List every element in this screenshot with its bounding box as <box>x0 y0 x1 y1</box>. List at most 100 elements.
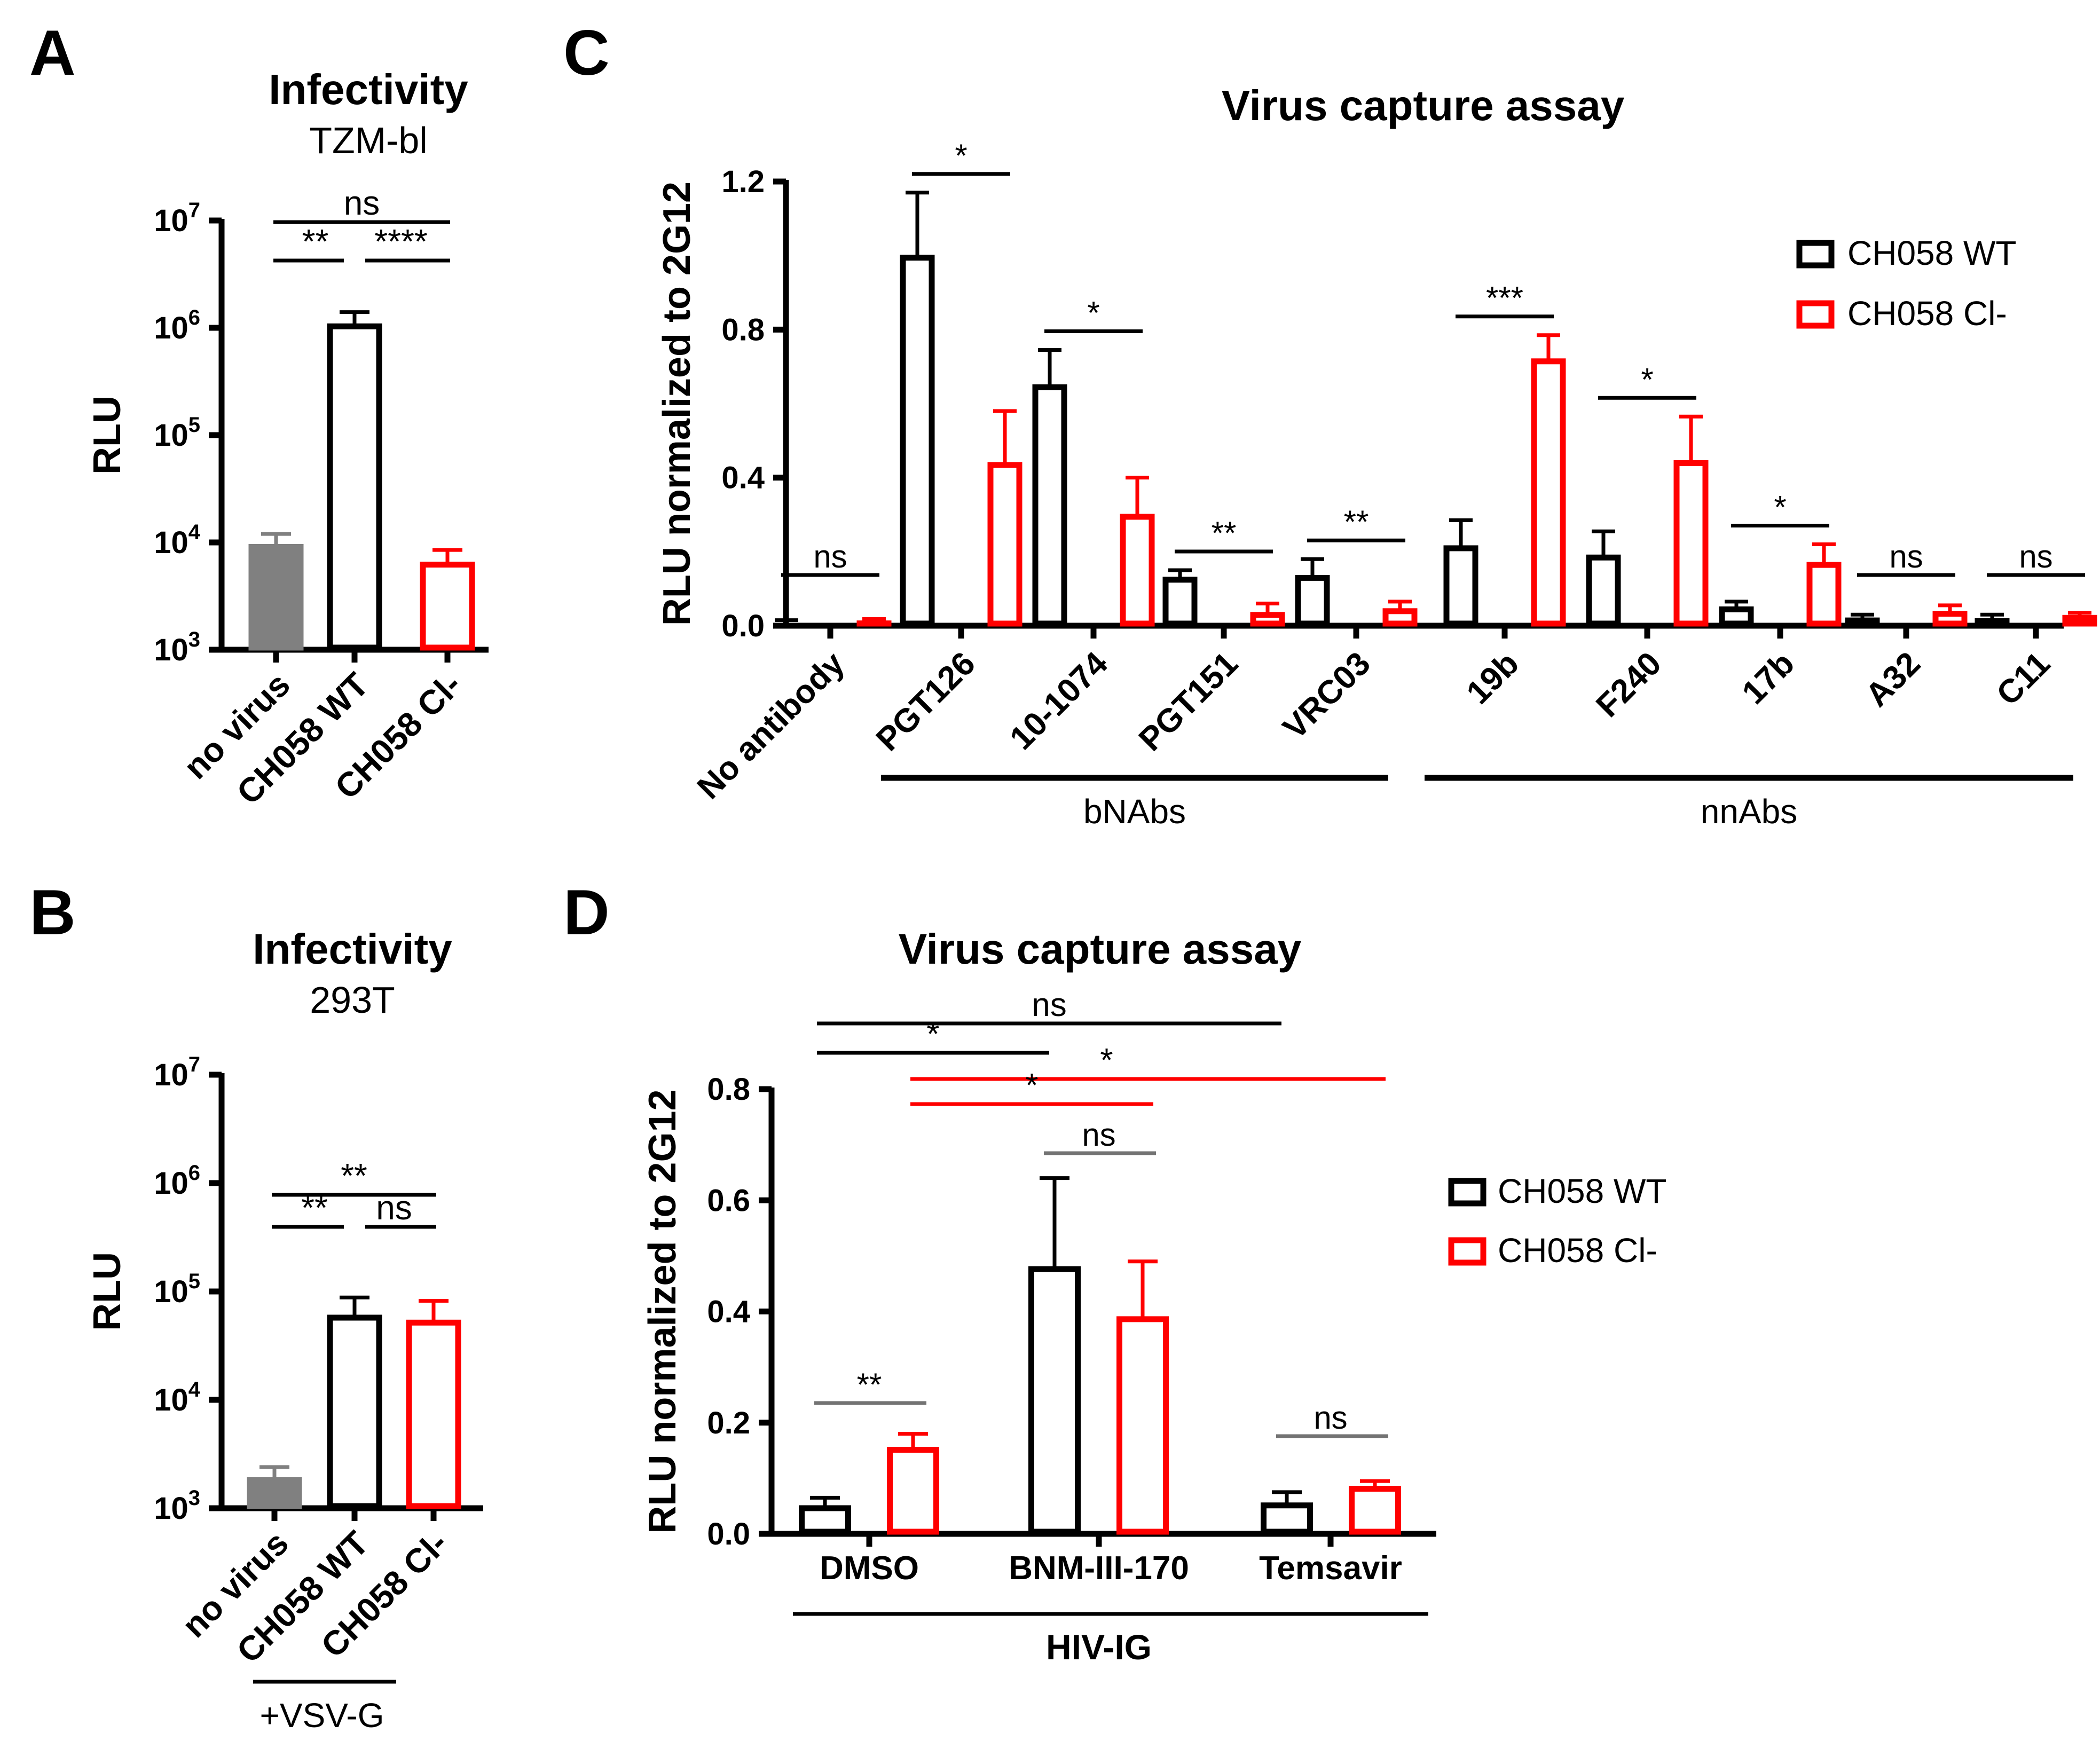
bar-wt-vrc03 <box>1295 574 1330 627</box>
y-tick-label: 0.0 <box>721 609 765 643</box>
group-label: +VSV-G <box>260 1696 384 1735</box>
bar-wt-c11 <box>1975 618 2010 627</box>
y-tick-label: 107 <box>154 199 200 238</box>
significance-label: ns <box>376 1188 412 1227</box>
bar-wt-17b <box>1719 606 1754 627</box>
significance-label: * <box>1025 1067 1038 1104</box>
bar-wt-19b <box>1443 545 1478 627</box>
bar-cl-19b <box>1531 358 1566 627</box>
significance-label: ns <box>1889 539 1923 574</box>
bar-cl-temsavir <box>1349 1485 1401 1535</box>
x-tick-label: C11 <box>1989 645 2057 713</box>
panel-title: Infectivity <box>253 925 452 973</box>
bar-wt-pgt126 <box>900 255 935 627</box>
x-tick-label: 19b <box>1460 645 1526 711</box>
y-tick-label: 105 <box>154 1270 200 1309</box>
bar-cl-a32 <box>1932 611 1968 627</box>
significance-label: ns <box>344 184 380 222</box>
y-axis-label: RLU normalized to 2G12 <box>656 182 698 626</box>
bar-wt-bnm-iii-170 <box>1028 1266 1081 1535</box>
legend-label: CH058 WT <box>1847 234 2017 272</box>
legend-swatch <box>1796 240 1835 269</box>
bar-wt-dmso <box>799 1505 851 1535</box>
significance-label: ** <box>302 222 329 261</box>
bar-cl-f240 <box>1673 460 1709 627</box>
panel-c: C Virus capture assay 0.0 0.4 0.8 1.2 RLU norm… <box>563 17 2097 831</box>
significance-label: ns <box>813 539 847 574</box>
bar-ch058-cl- <box>420 562 475 651</box>
bar-ch058-wt <box>327 323 382 651</box>
group-label: nnAbs <box>1701 792 1797 831</box>
significance-label: * <box>955 138 967 174</box>
significance-label: ** <box>857 1367 882 1403</box>
bar-cl-17b <box>1806 562 1842 627</box>
y-tick-label: 1.2 <box>721 164 765 199</box>
y-tick-label: 104 <box>154 1378 201 1417</box>
y-axis-label: RLU normalized to 2G12 <box>641 1089 684 1533</box>
bar-cl-c11 <box>2062 614 2097 627</box>
bar-ch058-wt <box>327 1314 382 1509</box>
legend-label: CH058 Cl- <box>1847 294 2007 333</box>
y-tick-label: 104 <box>154 521 201 560</box>
significance-label: * <box>1100 1042 1113 1079</box>
significance-label: ** <box>301 1188 328 1227</box>
x-tick-label: DMSO <box>820 1550 919 1587</box>
x-tick-label: No antibody <box>690 645 852 806</box>
panel-letter-d: D <box>563 877 610 948</box>
panel-letter-c: C <box>563 17 610 89</box>
bar-cl-10-1074 <box>1120 514 1155 627</box>
bar-no-virus <box>247 1477 302 1509</box>
bar-cl-bnm-iii-170 <box>1116 1316 1169 1535</box>
significance-label: * <box>926 1016 939 1053</box>
legend-label: CH058 WT <box>1498 1172 1667 1210</box>
x-tick-label: F240 <box>1589 645 1669 724</box>
x-tick-label: VRC03 <box>1276 645 1378 746</box>
significance-label: ** <box>1344 504 1369 540</box>
bar-cl-dmso <box>887 1447 939 1535</box>
panel-letter-a: A <box>29 17 76 89</box>
bar-cl-vrc03 <box>1382 608 1418 627</box>
significance-label: *** <box>1486 280 1523 316</box>
significance-label: ns <box>1032 987 1066 1023</box>
y-tick-label: 0.8 <box>707 1072 750 1107</box>
bar-cl-pgt151 <box>1250 612 1285 627</box>
group-label: HIV-IG <box>1046 1627 1152 1667</box>
x-tick-label: 17b <box>1735 645 1802 711</box>
x-tick-label: A32 <box>1859 645 1928 714</box>
y-tick-label: 0.0 <box>707 1517 750 1551</box>
legend-swatch <box>1448 1178 1486 1207</box>
bar-wt-pgt151 <box>1162 577 1198 627</box>
y-axis-label: RLU <box>86 1252 129 1331</box>
significance-label: * <box>1641 361 1653 397</box>
y-axis-label: RLU <box>86 396 129 475</box>
significance-label: **** <box>374 222 428 261</box>
significance-label: * <box>1087 295 1099 330</box>
y-tick-label: 107 <box>154 1053 200 1092</box>
panel-d: D Virus capture assay 0.0 0.2 0.4 0.6 0.8 RLU n… <box>563 877 1667 1667</box>
legend: CH058 WT CH058 Cl- <box>1448 1172 1667 1270</box>
y-tick-label: 0.4 <box>707 1295 750 1329</box>
y-tick-label: 106 <box>154 306 200 345</box>
x-tick-label: PGT151 <box>1132 645 1245 758</box>
bar-cl-pgt126 <box>987 462 1023 627</box>
y-tick-label: 0.6 <box>707 1183 750 1218</box>
x-tick-label: Temsavir <box>1259 1550 1402 1587</box>
x-tick-label: 10-1074 <box>1003 645 1115 757</box>
significance-label: ns <box>1082 1117 1115 1153</box>
x-tick-label: BNM-III-170 <box>1009 1550 1189 1587</box>
significance-label: ** <box>1212 515 1237 551</box>
bar-wt-a32 <box>1845 617 1880 627</box>
y-tick-label: 0.4 <box>721 461 765 495</box>
x-tick-label: PGT126 <box>869 645 982 758</box>
panel-title: Virus capture assay <box>1222 82 1625 129</box>
bar-wt-temsavir <box>1261 1502 1313 1535</box>
y-tick-label: 0.2 <box>707 1406 750 1440</box>
panel-subtitle: TZM-bl <box>309 120 428 161</box>
y-tick-label: 103 <box>154 1486 200 1526</box>
panel-title: Infectivity <box>269 66 468 113</box>
y-tick-label: 0.8 <box>721 312 765 347</box>
panel-letter-b: B <box>29 877 76 948</box>
